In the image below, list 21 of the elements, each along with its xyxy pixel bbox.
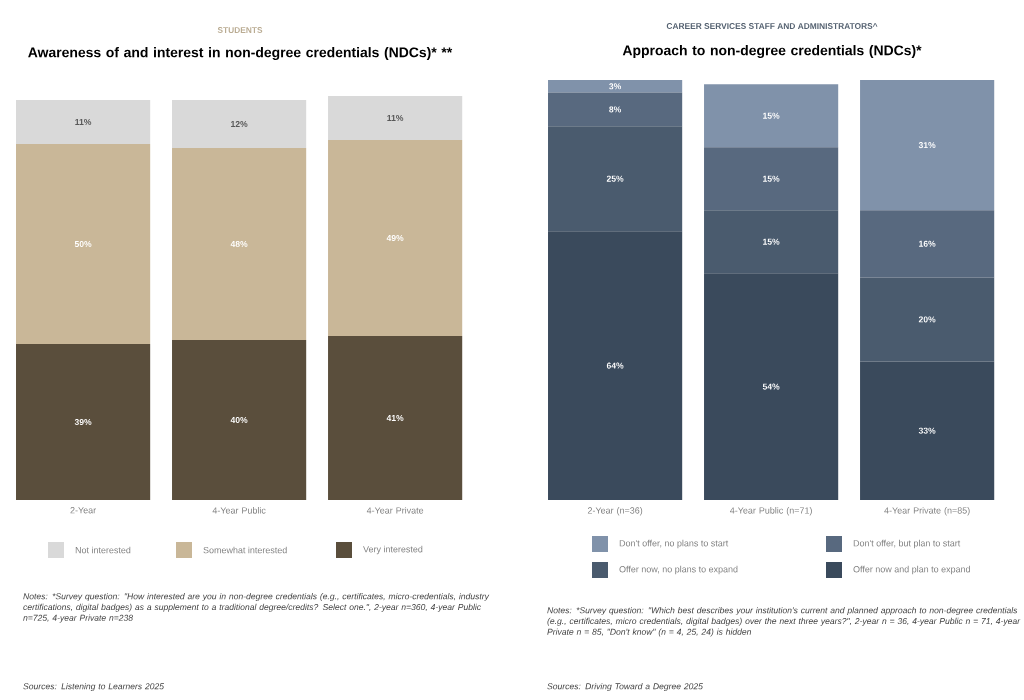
bar [548,92,683,127]
bar [16,143,151,344]
bar [548,126,683,232]
bar [860,277,995,362]
bar [860,79,995,211]
bar [704,84,839,148]
bar [548,231,683,500]
bar [704,273,839,500]
bar [328,335,463,500]
bar [704,147,839,211]
bar [328,139,463,336]
bar [172,99,307,148]
bar [172,339,307,500]
bar [548,79,683,93]
bar [328,95,463,140]
bar [860,210,995,278]
bar [172,147,307,340]
bar [860,361,995,500]
bar [16,99,151,144]
bar [16,343,151,500]
bar [704,210,839,274]
